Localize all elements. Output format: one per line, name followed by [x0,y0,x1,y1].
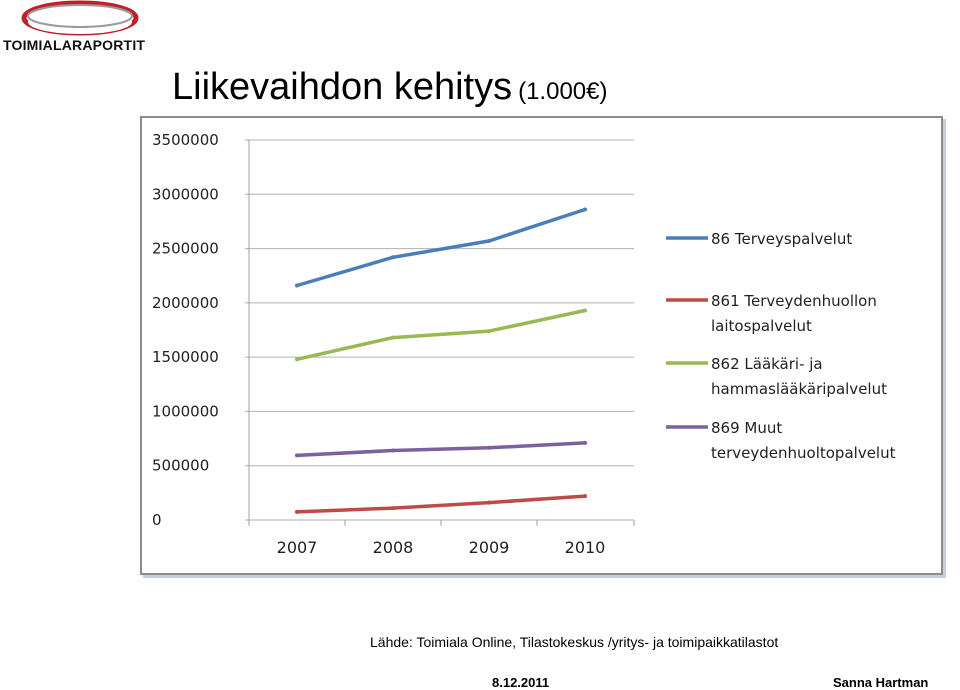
y-tick-label: 1500000 [152,348,219,366]
page-title: Liikevaihdon kehitys (1.000€) [172,66,607,109]
y-tick-label: 3000000 [152,185,219,203]
series-line [295,207,587,288]
line-chart: 0 500000 1000000 1500000 2000000 2500000 30000… [152,131,896,557]
data-point [583,308,587,313]
x-tick-label: 2008 [373,538,414,557]
legend-entry: 86 Terveyspalvelut [711,230,852,248]
x-tick-label: 2007 [277,538,318,557]
data-point [295,357,299,362]
x-tick-label: 2009 [469,538,510,557]
data-point [391,335,395,340]
legend-entry-line: laitospalvelut [711,317,812,335]
y-tick-label: 3500000 [152,131,219,149]
data-point [391,506,395,511]
legend-entry-line: 862 Lääkäri- ja [711,355,823,373]
data-point [487,445,491,450]
y-tick-label: 2500000 [152,240,219,258]
series-line [295,308,587,362]
data-point [583,494,587,499]
legend-entry-line: 869 Muut [711,419,782,437]
logo-swoosh-icon [21,0,139,36]
x-tick-label: 2010 [565,538,606,557]
y-tick-label: 1000000 [152,402,219,420]
data-point [295,453,299,458]
legend-entry-line: 86 Terveyspalvelut [711,230,852,248]
y-tick-label: 0 [152,511,162,529]
data-point [487,329,491,334]
series-line [295,494,587,514]
legend-entry-line: hammaslääkäripalvelut [711,380,887,398]
data-point [583,207,587,212]
y-tick-label: 500000 [152,457,209,475]
data-point [391,448,395,453]
chart-frame: 0 500000 1000000 1500000 2000000 2500000 30000… [140,116,943,575]
data-point [391,255,395,260]
legend-entry: 869 Muut terveydenhuoltopalvelut [711,419,896,462]
toimialaraportit-logo: TOIMIALARAPORTIT [0,0,160,56]
data-point [295,509,299,514]
data-point [487,500,491,505]
legend-entry-line: 861 Terveydenhuollon [711,292,877,310]
data-point [583,440,587,445]
data-point [295,283,299,288]
source-note: Lähde: Toimiala Online, Tilastokeskus /y… [370,634,779,650]
y-tick-label: 2000000 [152,294,219,312]
footer-date: 8.12.2011 [492,675,550,690]
logo-text: TOIMIALARAPORTIT [3,37,146,53]
series-line [295,441,587,458]
legend-entry-line: terveydenhuoltopalvelut [711,444,896,462]
title-main: Liikevaihdon kehitys [172,66,513,108]
legend-entry: 861 Terveydenhuollon laitospalvelut [711,292,877,335]
legend-entry: 862 Lääkäri- ja hammaslääkäripalvelut [711,355,887,398]
data-point [487,239,491,243]
title-unit: (1.000€) [518,78,608,105]
footer-author: Sanna Hartman [833,675,929,690]
